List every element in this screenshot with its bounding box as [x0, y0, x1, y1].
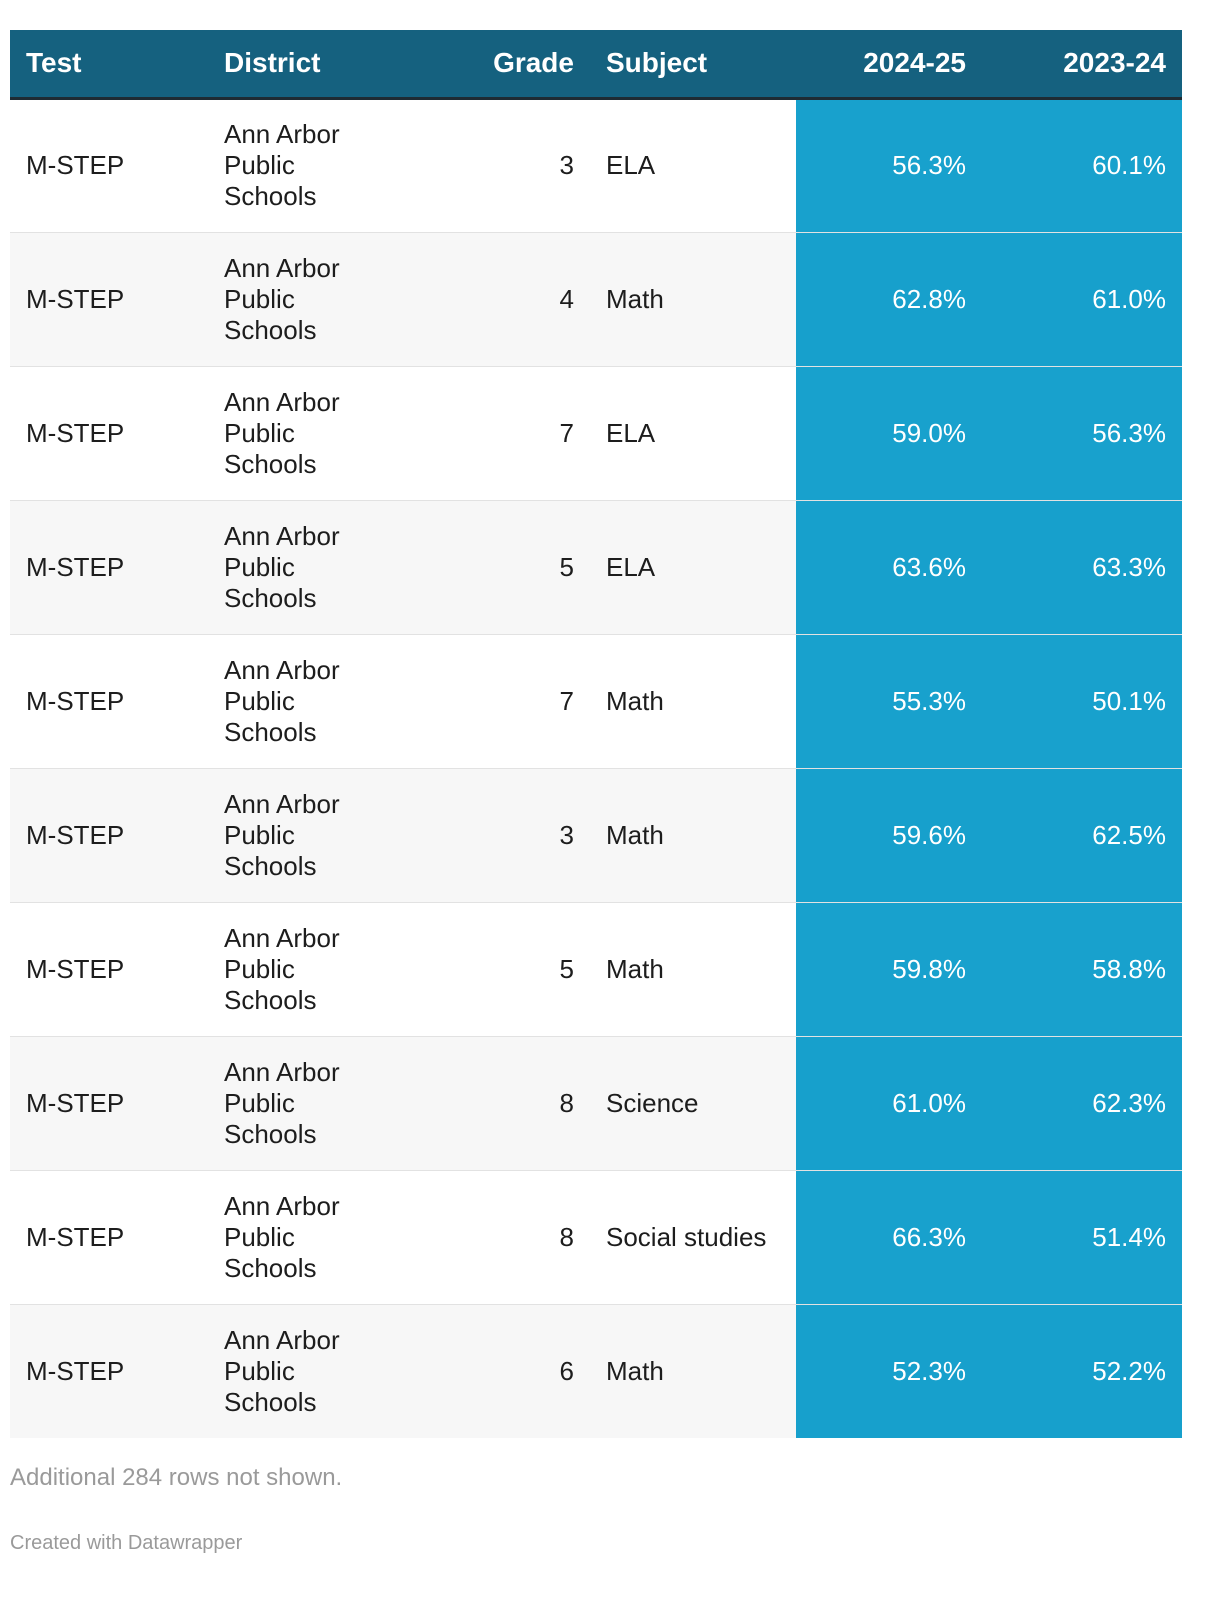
table-row: M-STEP Ann Arbor Public Schools 5 ELA 63.6% 6… — [10, 500, 1182, 634]
cell-2023-24: 62.5% — [982, 768, 1182, 902]
table-body: M-STEP Ann Arbor Public Schools 3 ELA 56.3% 6… — [10, 98, 1182, 1438]
table-row: M-STEP Ann Arbor Public Schools 5 Math 59.8%… — [10, 902, 1182, 1036]
table-header: Test District Grade Subject 2024-25 2023… — [10, 30, 1182, 100]
cell-subject: Math — [606, 685, 664, 716]
cell-2024-25: 66.3% — [796, 1170, 982, 1304]
cell-test: M-STEP — [26, 417, 125, 448]
column-header-grade[interactable]: Grade — [386, 30, 590, 100]
table-row: M-STEP Ann Arbor Public Schools 8 Science 61… — [10, 1036, 1182, 1170]
cell-2023-24: 56.3% — [982, 366, 1182, 500]
cell-grade: 8 — [559, 1087, 574, 1118]
cell-district: Ann Arbor Public Schools — [224, 520, 340, 613]
cell-2024-25: 59.0% — [796, 366, 982, 500]
data-table: Test District Grade Subject 2024-25 2023… — [10, 30, 1182, 1438]
data-table-container: Test District Grade Subject 2024-25 2023… — [10, 30, 1182, 1438]
cell-grade: 7 — [559, 417, 574, 448]
cell-district: Ann Arbor Public Schools — [224, 1056, 340, 1149]
cell-test: M-STEP — [26, 1355, 125, 1386]
cell-grade: 4 — [559, 283, 574, 314]
cell-2023-24: 63.3% — [982, 500, 1182, 634]
column-header-test[interactable]: Test — [10, 30, 208, 100]
cell-2023-24: 52.2% — [982, 1304, 1182, 1438]
table-row: M-STEP Ann Arbor Public Schools 3 Math 59.6%… — [10, 768, 1182, 902]
cell-2023-24: 51.4% — [982, 1170, 1182, 1304]
cell-2024-25: 55.3% — [796, 634, 982, 768]
cell-district: Ann Arbor Public Schools — [224, 386, 340, 479]
cell-2023-24: 50.1% — [982, 634, 1182, 768]
table-row: M-STEP Ann Arbor Public Schools 8 Social st… — [10, 1170, 1182, 1304]
table-row: M-STEP Ann Arbor Public Schools 7 Math 55.3%… — [10, 634, 1182, 768]
cell-2024-25: 59.8% — [796, 902, 982, 1036]
cell-test: M-STEP — [26, 283, 125, 314]
column-header-district[interactable]: District — [208, 30, 386, 100]
table-row: M-STEP Ann Arbor Public Schools 4 Math 62.8%… — [10, 232, 1182, 366]
cell-district: Ann Arbor Public Schools — [224, 1190, 340, 1283]
header-row: Test District Grade Subject 2024-25 2023… — [10, 30, 1182, 100]
cell-grade: 3 — [559, 150, 574, 180]
cell-grade: 3 — [559, 819, 574, 850]
cell-2024-25: 63.6% — [796, 500, 982, 634]
cell-district: Ann Arbor Public Schools — [224, 788, 340, 881]
cell-2024-25: 62.8% — [796, 232, 982, 366]
column-header-subject[interactable]: Subject — [590, 30, 796, 100]
cell-test: M-STEP — [26, 953, 125, 984]
cell-subject: Math — [606, 819, 664, 850]
cell-district: Ann Arbor Public Schools — [224, 1324, 340, 1417]
rows-not-shown-note: Additional 284 rows not shown. — [10, 1464, 343, 1491]
cell-2024-25: 59.6% — [796, 768, 982, 902]
column-header-2023-24[interactable]: 2023-24 — [982, 30, 1182, 100]
cell-grade: 8 — [559, 1221, 574, 1252]
cell-2024-25: 52.3% — [796, 1304, 982, 1438]
cell-test: M-STEP — [26, 1221, 125, 1252]
cell-subject: ELA — [606, 150, 656, 180]
column-header-2024-25[interactable]: 2024-25 — [796, 30, 982, 100]
cell-subject: ELA — [606, 417, 656, 448]
cell-2023-24: 60.1% — [982, 98, 1182, 232]
cell-district: Ann Arbor Public Schools — [224, 252, 340, 345]
cell-grade: 5 — [559, 953, 574, 984]
cell-subject: ELA — [606, 551, 656, 582]
cell-subject: Science — [606, 1087, 699, 1118]
cell-subject: Math — [606, 1355, 664, 1386]
datawrapper-credit: Created with Datawrapper — [10, 1532, 243, 1554]
cell-2024-25: 61.0% — [796, 1036, 982, 1170]
cell-2023-24: 58.8% — [982, 902, 1182, 1036]
cell-district: Ann Arbor Public Schools — [224, 119, 340, 211]
cell-2023-24: 61.0% — [982, 232, 1182, 366]
table-row: M-STEP Ann Arbor Public Schools 6 Math 52.3%… — [10, 1304, 1182, 1438]
cell-test: M-STEP — [26, 819, 125, 850]
cell-test: M-STEP — [26, 150, 125, 180]
cell-test: M-STEP — [26, 551, 125, 582]
cell-2024-25: 56.3% — [796, 98, 982, 232]
cell-grade: 7 — [559, 685, 574, 716]
cell-subject: Math — [606, 283, 664, 314]
cell-district: Ann Arbor Public Schools — [224, 922, 340, 1015]
cell-test: M-STEP — [26, 685, 125, 716]
cell-grade: 5 — [559, 551, 574, 582]
cell-grade: 6 — [559, 1355, 574, 1386]
cell-district: Ann Arbor Public Schools — [224, 654, 340, 747]
table-row: M-STEP Ann Arbor Public Schools 3 ELA 56.3% 6… — [10, 98, 1182, 232]
table-row: M-STEP Ann Arbor Public Schools 7 ELA 59.0% 5… — [10, 366, 1182, 500]
cell-2023-24: 62.3% — [982, 1036, 1182, 1170]
cell-subject: Math — [606, 953, 664, 984]
cell-subject: Social studies — [606, 1221, 767, 1252]
cell-test: M-STEP — [26, 1087, 125, 1118]
